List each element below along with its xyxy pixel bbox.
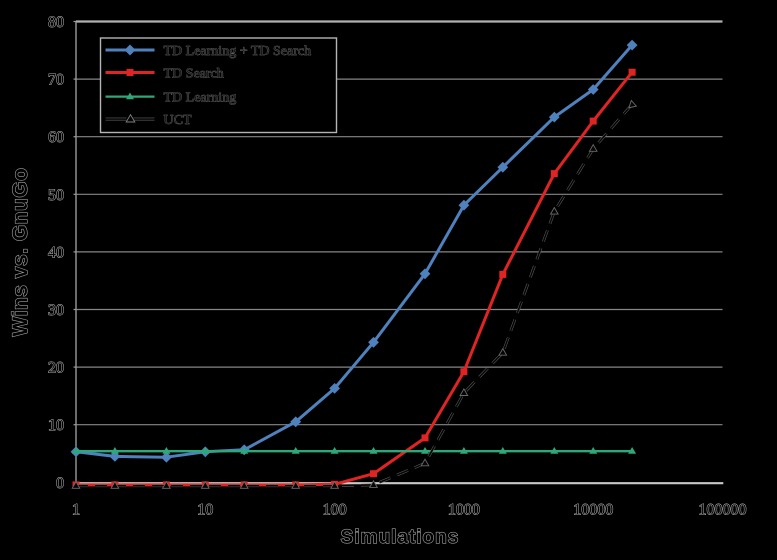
svg-text:80: 80 <box>48 14 64 31</box>
svg-text:100: 100 <box>323 502 347 519</box>
svg-text:TD Search: TD Search <box>164 67 224 82</box>
svg-text:40: 40 <box>48 244 64 261</box>
svg-text:UCT: UCT <box>164 113 192 128</box>
svg-text:20: 20 <box>48 360 64 377</box>
svg-text:10: 10 <box>48 417 64 434</box>
svg-text:Wins vs. GnuGo: Wins vs. GnuGo <box>9 168 32 337</box>
svg-text:TD Learning: TD Learning <box>164 91 237 106</box>
svg-text:10: 10 <box>197 502 213 519</box>
svg-text:0: 0 <box>56 475 64 492</box>
svg-text:100000: 100000 <box>699 502 747 519</box>
svg-text:1000: 1000 <box>448 502 480 519</box>
svg-text:Simulations: Simulations <box>341 527 460 548</box>
svg-text:1: 1 <box>72 502 80 519</box>
svg-text:TD Learning + TD Search: TD Learning + TD Search <box>164 44 312 59</box>
svg-text:60: 60 <box>48 129 64 146</box>
svg-text:10000: 10000 <box>573 502 613 519</box>
svg-text:30: 30 <box>48 302 64 319</box>
svg-text:50: 50 <box>48 187 64 204</box>
svg-text:70: 70 <box>48 72 64 89</box>
